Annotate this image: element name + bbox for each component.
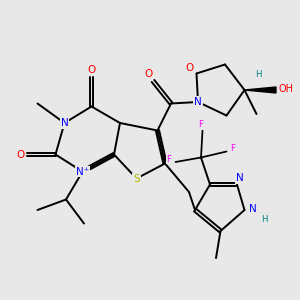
- Text: H: H: [261, 214, 267, 224]
- Text: N: N: [61, 118, 68, 128]
- Text: S: S: [133, 173, 140, 184]
- Text: O: O: [186, 63, 194, 73]
- Text: O: O: [16, 149, 25, 160]
- Text: O: O: [87, 65, 96, 75]
- Text: OH: OH: [279, 83, 294, 94]
- Text: F: F: [167, 154, 171, 164]
- Text: N⁺: N⁺: [76, 167, 89, 177]
- Text: N: N: [236, 173, 244, 183]
- Text: F: F: [230, 144, 235, 153]
- Polygon shape: [244, 87, 276, 93]
- Text: O: O: [144, 69, 153, 80]
- Text: H: H: [255, 70, 261, 79]
- Text: F: F: [199, 120, 203, 129]
- Text: N: N: [194, 97, 202, 107]
- Text: N: N: [249, 203, 257, 214]
